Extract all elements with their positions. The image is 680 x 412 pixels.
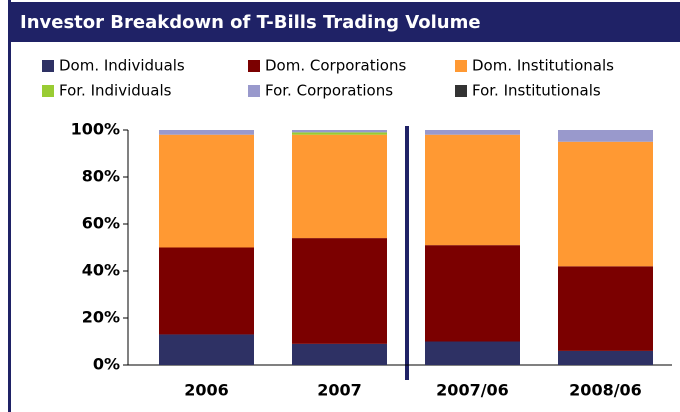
y-tick-label: 20% — [82, 308, 120, 327]
title-bar — [8, 2, 680, 42]
chart-title: Investor Breakdown of T-Bills Trading Vo… — [20, 12, 481, 33]
bar-segment — [425, 245, 520, 342]
x-tick-label: 2007/06 — [436, 381, 509, 400]
bar-segment — [558, 130, 653, 142]
legend-swatch — [248, 60, 260, 72]
legend-label: For. Individuals — [59, 82, 172, 100]
legend-label: For. Corporations — [265, 82, 393, 100]
bar-segment — [425, 134, 520, 246]
bar-segment — [159, 247, 254, 335]
bar-segment — [425, 130, 520, 135]
legend-swatch — [455, 85, 467, 97]
y-tick-label: 60% — [82, 214, 120, 233]
bar-segment — [292, 343, 387, 365]
bar-segment — [558, 350, 653, 365]
y-tick-label: 100% — [71, 120, 120, 139]
bar-segment — [159, 134, 254, 248]
legend-label: Dom. Corporations — [265, 57, 406, 75]
legend-swatch — [248, 85, 260, 97]
x-tick-label: 2006 — [184, 381, 229, 400]
bar-segment — [292, 130, 387, 133]
bar-segment — [292, 238, 387, 344]
y-tick-label: 40% — [82, 261, 120, 280]
x-tick-label: 2007 — [317, 381, 362, 400]
bar-segment — [292, 132, 387, 135]
y-tick-label: 0% — [93, 355, 120, 374]
left-border — [8, 0, 11, 412]
legend-swatch — [42, 60, 54, 72]
x-tick-label: 2008/06 — [569, 381, 642, 400]
bar-segment — [292, 134, 387, 239]
bar-segment — [558, 141, 653, 267]
bar-segment — [159, 334, 254, 365]
legend-label: Dom. Individuals — [59, 57, 185, 75]
bar-segment — [558, 266, 653, 351]
bar-segment — [159, 130, 254, 135]
legend-swatch — [455, 60, 467, 72]
y-tick-label: 80% — [82, 167, 120, 186]
legend-swatch — [42, 85, 54, 97]
legend-label: Dom. Institutionals — [472, 57, 614, 75]
bar-segment — [425, 341, 520, 365]
legend-label: For. Institutionals — [472, 82, 601, 100]
